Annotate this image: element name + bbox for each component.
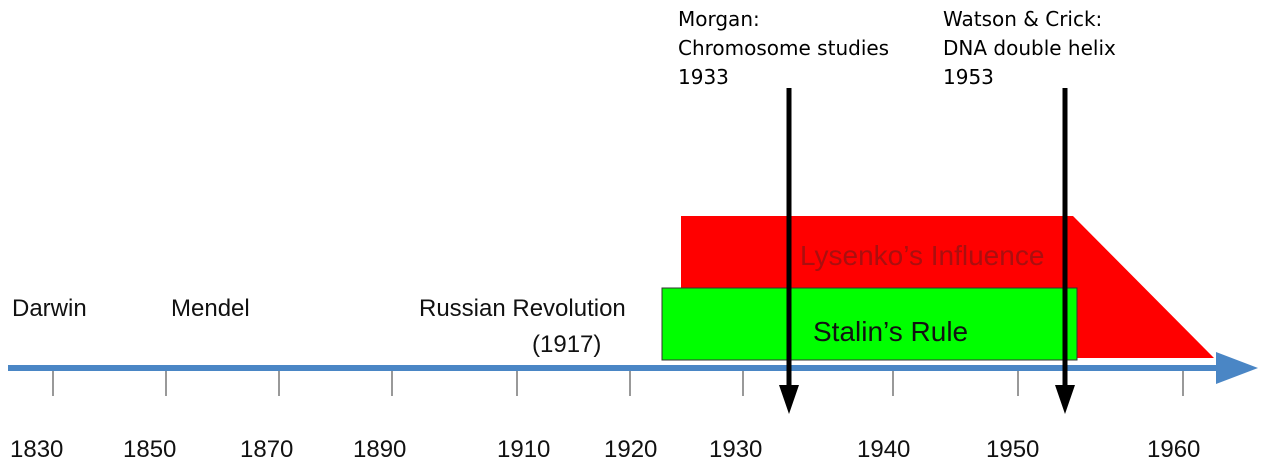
mendel-label: Mendel [171,295,250,322]
year-label-1890: 1890 [353,436,407,463]
year-label-1870: 1870 [240,436,294,463]
morgan-event-label: Morgan: Chromosome studies 1933 [678,5,889,92]
year-label-1950: 1950 [986,436,1040,463]
year-label-1960: 1960 [1147,436,1201,463]
watson-crick-event-label: Watson & Crick: DNA double helix 1953 [943,5,1116,92]
watson-crick-event-description: DNA double helix [943,36,1116,60]
morgan-event-name: Morgan: [678,7,760,31]
russian-revolution-label: Russian Revolution [419,295,626,322]
timeline-arrowhead [1216,352,1258,384]
watson-crick-event-year: 1953 [943,65,994,89]
darwin-label: Darwin [12,295,87,322]
watson-crick-event-name: Watson & Crick: [943,7,1103,31]
stalin-rule-label: Stalin’s Rule [813,316,969,347]
lysenko-influence-label: Lysenko’s Influence [800,240,1045,271]
morgan-event-year: 1933 [678,65,729,89]
year-label-1850: 1850 [123,436,177,463]
year-label-1830: 1830 [10,436,64,463]
year-label-1910: 1910 [497,436,551,463]
year-label-1920: 1920 [604,436,658,463]
stalin-rule-band [661,287,1078,361]
russian-revolution-year: (1917) [532,331,602,358]
year-label-1930: 1930 [709,436,763,463]
year-label-1940: 1940 [857,436,911,463]
watson-crick-arrow [1055,88,1075,414]
timeline-ticks [52,371,1184,396]
morgan-event-description: Chromosome studies [678,36,890,60]
morgan-arrow [779,88,799,414]
